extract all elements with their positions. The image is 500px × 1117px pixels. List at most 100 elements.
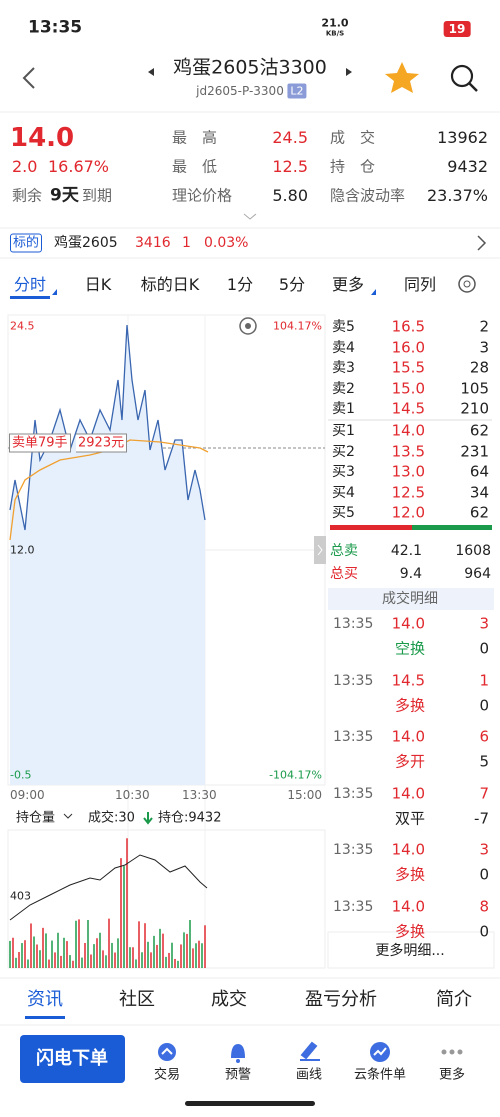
label: 买2: [332, 443, 355, 460]
label: 13:35: [333, 785, 374, 802]
label: 3: [479, 840, 489, 859]
tab[interactable]: 更多: [331, 275, 365, 294]
label: 12.0: [10, 543, 35, 557]
label: 卖单79手: [9, 433, 71, 453]
label[interactable]: 持仓量: [16, 810, 56, 826]
label: 7: [479, 784, 489, 803]
tab[interactable]: 同列: [403, 275, 437, 294]
label: 64: [469, 462, 489, 481]
label: 16.67%: [48, 157, 110, 176]
label: 6: [479, 727, 489, 746]
label: 34: [469, 483, 489, 502]
label: 到期: [82, 186, 113, 205]
tab[interactable]: 资讯: [27, 989, 63, 1010]
label: 13:30: [182, 788, 217, 802]
tab[interactable]: 5分: [278, 275, 306, 294]
label: 15:00: [287, 788, 322, 802]
label: 8: [479, 897, 489, 916]
label: 13:35: [333, 899, 374, 915]
label: -7: [474, 809, 489, 828]
label[interactable]: 成交明细: [382, 591, 438, 607]
label: 9432: [447, 157, 488, 176]
label[interactable]: 闪电下单: [36, 1048, 108, 1069]
label: 210: [460, 399, 489, 418]
tab[interactable]: 分时: [13, 275, 47, 294]
label: 2923元: [76, 433, 128, 453]
label: 9天: [50, 185, 79, 206]
label: 0: [479, 639, 489, 658]
label: 14.0: [391, 840, 425, 859]
tab[interactable]: 日K: [84, 275, 112, 294]
label: 标的: [10, 233, 43, 253]
label: 14.5: [391, 671, 425, 690]
star[interactable]: [385, 62, 419, 93]
label: 0: [479, 865, 489, 884]
tab[interactable]: 成交: [211, 989, 247, 1010]
label: L2: [287, 83, 307, 99]
label: 403: [10, 889, 31, 903]
label: 14.0: [391, 784, 425, 803]
search[interactable]: [450, 64, 474, 88]
label: jd2605-P-3300: [196, 84, 284, 98]
tab[interactable]: 标的日K: [140, 275, 200, 294]
label: 13.0: [391, 462, 425, 481]
tab[interactable]: 1分: [226, 275, 254, 294]
back[interactable]: [22, 67, 35, 89]
label: 9.4: [399, 566, 422, 582]
label[interactable]: 更多: [438, 1067, 466, 1083]
label: 964: [464, 566, 491, 582]
label: 持 仓: [330, 157, 376, 176]
label: 14.0: [391, 614, 425, 633]
label: 13.5: [391, 442, 425, 461]
label: -104.17%: [269, 768, 322, 782]
label: 成交:30: [88, 810, 135, 826]
label: 隐含波动率: [330, 186, 406, 205]
label: 卖2: [332, 380, 355, 397]
label: 买3: [332, 464, 355, 481]
label[interactable]: 预警: [224, 1067, 252, 1083]
title: 鸡蛋2605沽3300: [173, 56, 327, 79]
tab[interactable]: 盈亏分析: [305, 989, 377, 1010]
label: 3: [479, 338, 489, 357]
tab[interactable]: 简介: [436, 989, 472, 1010]
label: 5.80: [272, 186, 308, 205]
label[interactable]: 交易: [153, 1067, 181, 1083]
label: 16.0: [391, 338, 425, 357]
flash-order[interactable]: [20, 1035, 125, 1083]
label: 5: [479, 752, 489, 771]
label: 买1: [332, 423, 355, 439]
label: 卖1: [332, 401, 355, 418]
label: 19: [443, 21, 471, 37]
label: 15.0: [391, 379, 425, 398]
label: 0: [479, 696, 489, 715]
label: 卖3: [332, 360, 355, 377]
label: 12.5: [272, 157, 308, 176]
label: 2: [479, 317, 489, 336]
label[interactable]: 画线: [295, 1067, 323, 1083]
label: 空换: [394, 639, 426, 658]
label: 09:00: [10, 788, 45, 802]
label: 16.5: [391, 317, 425, 336]
label: 多换: [394, 922, 426, 941]
label: 104.17%: [273, 319, 322, 333]
label: 24.5: [10, 319, 35, 333]
label: 总卖: [330, 543, 358, 559]
label: 持仓:9432: [158, 810, 222, 826]
label: 23.37%: [426, 186, 488, 205]
label: 13:35: [333, 842, 374, 859]
label: 14.0: [391, 727, 425, 746]
label: 14.5: [391, 399, 425, 418]
label[interactable]: 更多明细...: [373, 942, 447, 960]
label: 13:35: [333, 616, 374, 632]
label: 卖4: [332, 339, 355, 356]
label: 13:35: [333, 729, 374, 746]
label: 最 高: [172, 128, 218, 147]
label: 13:35: [333, 672, 374, 689]
price: 14.0: [10, 123, 75, 153]
label: 12.0: [391, 503, 425, 522]
tab[interactable]: 社区: [119, 989, 155, 1010]
label[interactable]: 云条件单: [353, 1067, 407, 1083]
label: 2.0: [12, 157, 38, 176]
label: 1: [479, 671, 489, 690]
label: 多换: [394, 865, 426, 884]
